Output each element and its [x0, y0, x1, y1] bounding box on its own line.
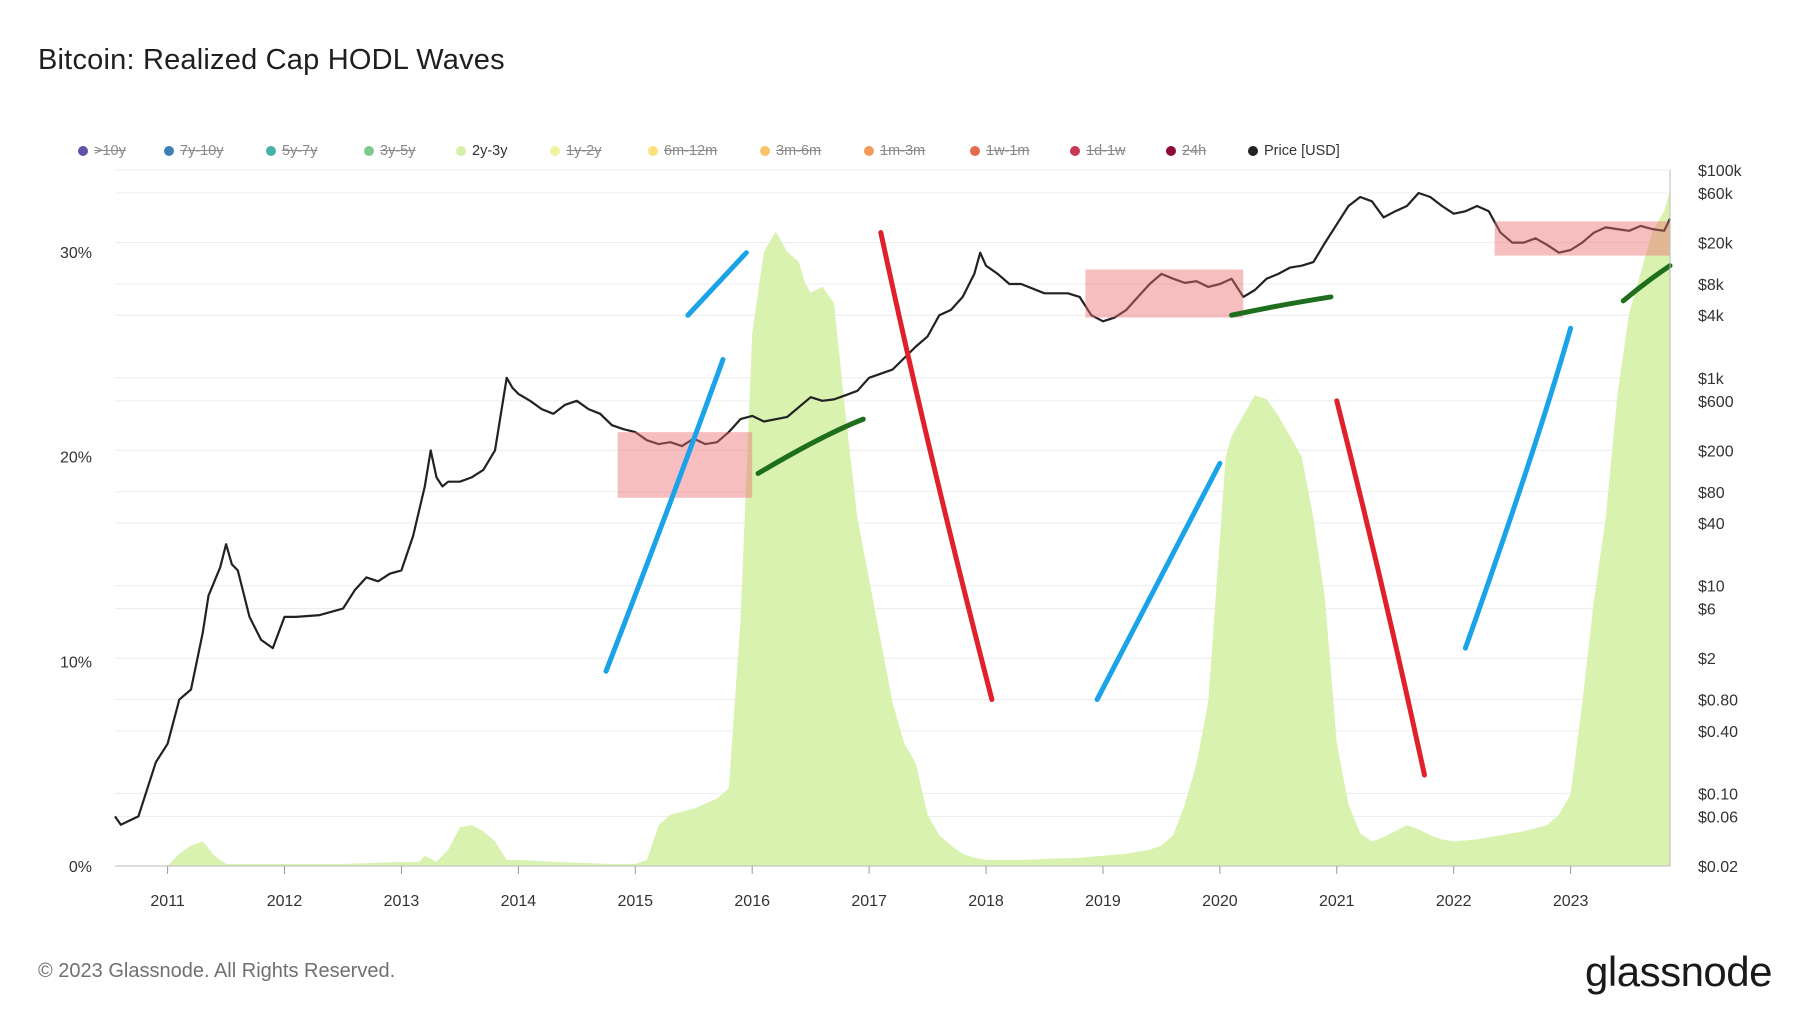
y-right-tick-label: $0.06	[1698, 809, 1738, 826]
legend-label: 7y-10y	[180, 143, 224, 159]
annotation-arrow	[685, 250, 749, 318]
price-line	[114, 191, 1671, 826]
legend-item-6m-12m[interactable]: 6m-12m	[648, 143, 760, 159]
legend-label: Price [USD]	[1264, 143, 1340, 159]
annotation-arrow	[1229, 294, 1334, 318]
legend-swatch	[266, 146, 276, 156]
annotation-arrow	[603, 356, 726, 674]
y-right-tick-label: $0.40	[1698, 724, 1738, 741]
legend-label: 5y-7y	[282, 143, 318, 159]
legend-swatch	[1166, 146, 1176, 156]
legend-item-24h[interactable]: 24h	[1166, 143, 1248, 159]
y-left-tick-label: 30%	[60, 245, 92, 262]
y-right-tick-label: $1k	[1698, 371, 1725, 388]
x-tick-label: 2011	[150, 893, 185, 910]
legend-item-3m-6m[interactable]: 3m-6m	[760, 143, 864, 159]
legend-label: 1w-1m	[986, 143, 1030, 159]
legend-label: 3m-6m	[776, 143, 822, 159]
legend-label: >10y	[94, 143, 126, 159]
legend-swatch	[1248, 146, 1258, 156]
annotation-arrow	[1334, 398, 1427, 778]
y-right-tick-label: $6	[1698, 602, 1716, 619]
x-tick-label: 2020	[1202, 893, 1238, 910]
highlight-box	[1494, 221, 1670, 256]
x-axis: 2011 2012 2013 2014 2015 2016 2017 2018 2019 2020…	[150, 866, 1589, 910]
legend-swatch	[970, 146, 980, 156]
x-tick-label: 2022	[1436, 893, 1472, 910]
legend-swatch	[648, 146, 658, 156]
y-right-tick-label: $8k	[1698, 277, 1725, 294]
x-tick-label: 2023	[1553, 893, 1589, 910]
y-left-tick-label: 10%	[60, 654, 92, 671]
legend-swatch	[364, 146, 374, 156]
chart-legend: >10y 7y-10y 5y-7y 3y-5y 2y-3y 1y-2y 6m-12m 3m-6…	[78, 140, 1368, 162]
y-right-tick-label: $200	[1698, 443, 1734, 460]
legend-swatch	[164, 146, 174, 156]
legend-label: 1y-2y	[566, 143, 602, 159]
chart-title: Bitcoin: Realized Cap HODL Waves	[38, 44, 505, 76]
legend-item--10y[interactable]: >10y	[78, 143, 164, 159]
legend-swatch	[1070, 146, 1080, 156]
y-left-tick-label: 0%	[69, 859, 92, 876]
annotation-arrow	[1094, 460, 1223, 703]
legend-label: 1d-1w	[1086, 143, 1126, 159]
y-right-tick-label: $20k	[1698, 236, 1734, 253]
x-tick-label: 2021	[1319, 893, 1355, 910]
annotation-arrow	[755, 416, 866, 476]
legend-item-price-usd-[interactable]: Price [USD]	[1248, 143, 1368, 159]
legend-label: 2y-3y	[472, 143, 508, 159]
annotation-arrow	[1462, 325, 1574, 651]
y-right-tick-label: $60k	[1698, 186, 1734, 203]
y-right-tick-label: $0.80	[1698, 693, 1738, 710]
glassnode-logo: glassnode	[1585, 948, 1772, 995]
y-right-tick-label: $80	[1698, 485, 1725, 502]
legend-label: 6m-12m	[664, 143, 718, 159]
legend-swatch	[550, 146, 560, 156]
area-2y-3y	[115, 190, 1670, 866]
legend-item-2y-3y[interactable]: 2y-3y	[456, 143, 550, 159]
legend-item-5y-7y[interactable]: 5y-7y	[266, 143, 364, 159]
legend-item-1d-1w[interactable]: 1d-1w	[1070, 143, 1166, 159]
legend-item-1w-1m[interactable]: 1w-1m	[970, 143, 1070, 159]
y-right-tick-label: $40	[1698, 516, 1725, 533]
annotation-arrow	[1620, 263, 1673, 304]
legend-label: 1m-3m	[880, 143, 926, 159]
legend-label: 24h	[1182, 143, 1207, 159]
x-tick-label: 2015	[617, 893, 653, 910]
legend-item-1m-3m[interactable]: 1m-3m	[864, 143, 970, 159]
x-tick-label: 2012	[267, 893, 303, 910]
x-tick-label: 2013	[384, 893, 420, 910]
legend-swatch	[864, 146, 874, 156]
x-tick-label: 2019	[1085, 893, 1121, 910]
y-right-tick-label: $10	[1698, 579, 1725, 596]
y-right-tick-label: $0.10	[1698, 786, 1738, 803]
highlight-box	[1085, 269, 1244, 318]
y-right-tick-label: $100k	[1698, 163, 1743, 180]
legend-swatch	[456, 146, 466, 156]
legend-swatch	[78, 146, 88, 156]
x-tick-label: 2018	[968, 893, 1004, 910]
legend-item-7y-10y[interactable]: 7y-10y	[164, 143, 266, 159]
legend-item-1y-2y[interactable]: 1y-2y	[550, 143, 648, 159]
y-axis-left: 0% 10% 20% 30%	[60, 245, 92, 876]
x-tick-label: 2014	[501, 893, 537, 910]
copyright-footer: © 2023 Glassnode. All Rights Reserved.	[38, 960, 396, 982]
x-tick-label: 2017	[851, 893, 887, 910]
annotations	[603, 221, 1673, 778]
x-tick-label: 2016	[734, 893, 770, 910]
y-right-tick-label: $600	[1698, 394, 1734, 411]
y-right-tick-label: $4k	[1698, 308, 1725, 325]
legend-swatch	[760, 146, 770, 156]
y-left-tick-label: 20%	[60, 450, 92, 467]
legend-item-3y-5y[interactable]: 3y-5y	[364, 143, 456, 159]
y-axis-right: $100k $60k $20k $8k $4k $1k $600 $200 $80 $40 $10 $…	[1698, 163, 1743, 876]
annotation-arrow	[878, 230, 995, 703]
legend-label: 3y-5y	[380, 143, 416, 159]
y-right-tick-label: $0.02	[1698, 859, 1738, 876]
y-right-tick-label: $2	[1698, 651, 1716, 668]
